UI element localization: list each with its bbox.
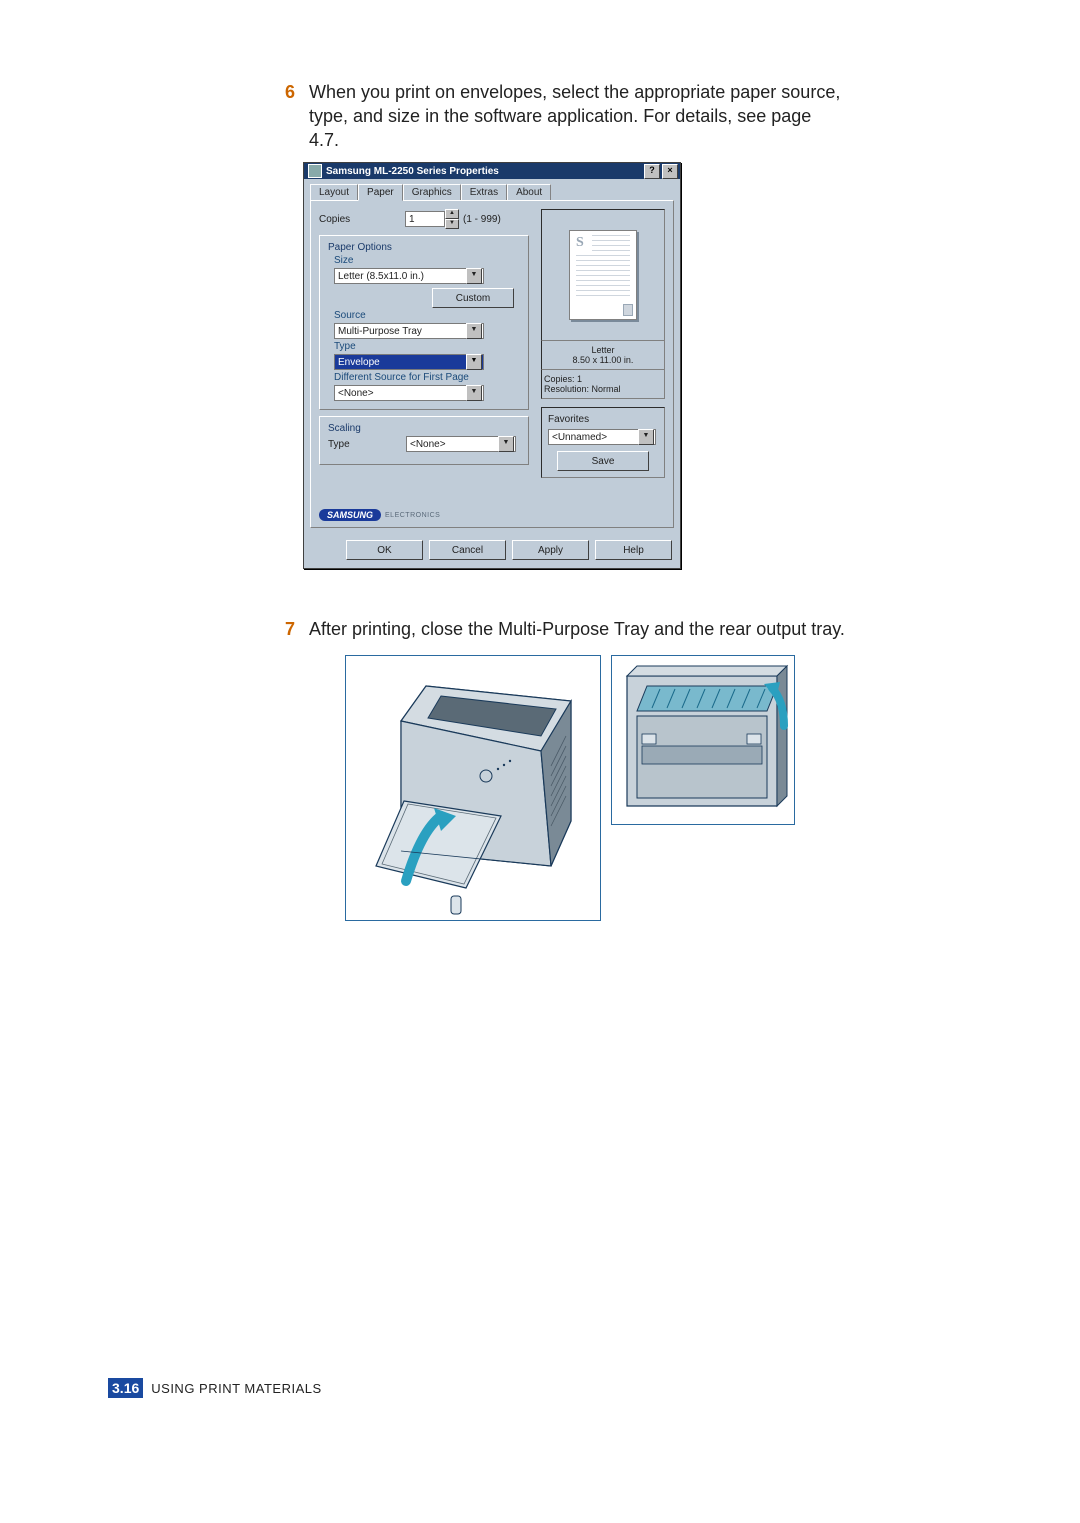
preview-corner-icon	[623, 304, 633, 316]
tab-graphics[interactable]: Graphics	[403, 184, 461, 201]
preview-resolution: Resolution: Normal	[544, 384, 662, 394]
step-number: 6	[285, 80, 309, 152]
paper-options-fieldset: Paper Options Size Letter (8.5x11.0 in.)…	[319, 235, 529, 410]
copies-range: (1 - 999)	[463, 214, 501, 225]
size-label: Size	[334, 255, 520, 266]
cancel-button[interactable]: Cancel	[429, 540, 506, 560]
chevron-down-icon: ▼	[498, 436, 514, 452]
step-number: 7	[285, 617, 309, 641]
preview-paper-name: Letter	[542, 345, 664, 355]
step-text: After printing, close the Multi-Purpose …	[309, 617, 845, 641]
samsung-logo: SAMSUNG ELECTRONICS	[319, 509, 440, 521]
diff-source-select[interactable]: <None> ▼	[334, 385, 484, 401]
footer-page: 16	[124, 1380, 140, 1396]
favorites-select[interactable]: <Unnamed> ▼	[548, 429, 656, 445]
samsung-logo-sub: ELECTRONICS	[385, 512, 440, 519]
preview-copies: Copies: 1	[544, 374, 662, 384]
tab-strip: Layout Paper Graphics Extras About	[304, 179, 680, 200]
custom-button[interactable]: Custom	[432, 288, 514, 308]
preview-paper-dim: 8.50 x 11.00 in.	[542, 355, 664, 365]
illustration-row	[345, 655, 845, 921]
footer-chapter: 3.	[112, 1380, 124, 1396]
dialog-button-row: OK Cancel Apply Help	[304, 534, 680, 568]
tab-extras[interactable]: Extras	[461, 184, 507, 201]
footer-chapter-box: 3.16	[108, 1378, 143, 1398]
ok-button[interactable]: OK	[346, 540, 423, 560]
tab-about[interactable]: About	[507, 184, 551, 201]
dialog-title: Samsung ML-2250 Series Properties	[326, 166, 499, 177]
paper-options-legend: Paper Options	[328, 242, 520, 253]
favorites-value: <Unnamed>	[552, 432, 607, 443]
samsung-logo-text: SAMSUNG	[319, 509, 381, 521]
copies-spinner[interactable]: ▲▼	[445, 209, 459, 229]
chevron-down-icon: ▼	[466, 354, 482, 370]
printer-rear-diagram	[611, 655, 795, 825]
type-label: Type	[334, 341, 520, 352]
diff-source-value: <None>	[338, 388, 374, 399]
properties-dialog: Samsung ML-2250 Series Properties ? × La…	[303, 162, 681, 569]
copies-input[interactable]: 1	[405, 211, 445, 227]
source-select[interactable]: Multi-Purpose Tray ▼	[334, 323, 484, 339]
scaling-type-value: <None>	[410, 439, 446, 450]
step-7: 7 After printing, close the Multi-Purpos…	[285, 617, 845, 641]
step-6: 6 When you print on envelopes, select th…	[285, 80, 845, 152]
tab-paper[interactable]: Paper	[358, 184, 403, 201]
size-select[interactable]: Letter (8.5x11.0 in.) ▼	[334, 268, 484, 284]
preview-panel: S Letter 8.50 x 11.00 in.	[541, 209, 665, 478]
printer-icon	[308, 164, 322, 178]
favorites-fieldset: Favorites <Unnamed> ▼ Save	[541, 407, 665, 478]
preview-box: S	[541, 209, 665, 341]
chevron-down-icon: ▼	[466, 268, 482, 284]
scaling-type-label: Type	[328, 439, 406, 450]
scaling-type-select[interactable]: <None> ▼	[406, 436, 516, 452]
tab-layout[interactable]: Layout	[310, 184, 358, 201]
tab-panel-paper: Copies 1 ▲▼ (1 - 999) Paper Options Size…	[310, 200, 674, 528]
scaling-legend: Scaling	[328, 423, 520, 434]
footer-title: USING PRINT MATERIALS	[151, 1381, 321, 1396]
copies-label: Copies	[319, 214, 405, 225]
type-select[interactable]: Envelope ▼	[334, 354, 484, 370]
diff-source-label: Different Source for First Page	[334, 372, 520, 383]
preview-meta: Copies: 1 Resolution: Normal	[541, 370, 665, 399]
source-value: Multi-Purpose Tray	[338, 326, 422, 337]
scaling-fieldset: Scaling Type <None> ▼	[319, 416, 529, 465]
preview-page: S	[569, 230, 637, 320]
help-button-bottom[interactable]: Help	[595, 540, 672, 560]
type-value: Envelope	[338, 357, 380, 368]
preview-info: Letter 8.50 x 11.00 in.	[541, 341, 665, 370]
chevron-down-icon: ▼	[638, 429, 654, 445]
preview-s-letter: S	[576, 235, 584, 251]
save-button[interactable]: Save	[557, 451, 649, 471]
chevron-down-icon: ▼	[466, 323, 482, 339]
source-label: Source	[334, 310, 520, 321]
page-footer: 3.16 USING PRINT MATERIALS	[108, 1378, 322, 1398]
help-button[interactable]: ?	[644, 164, 660, 179]
printer-front-diagram	[345, 655, 601, 921]
chevron-down-icon: ▼	[466, 385, 482, 401]
favorites-legend: Favorites	[548, 414, 658, 425]
close-button[interactable]: ×	[662, 164, 678, 179]
size-value: Letter (8.5x11.0 in.)	[338, 271, 424, 282]
step-text: When you print on envelopes, select the …	[309, 80, 845, 152]
dialog-titlebar: Samsung ML-2250 Series Properties ? ×	[304, 163, 680, 179]
apply-button[interactable]: Apply	[512, 540, 589, 560]
